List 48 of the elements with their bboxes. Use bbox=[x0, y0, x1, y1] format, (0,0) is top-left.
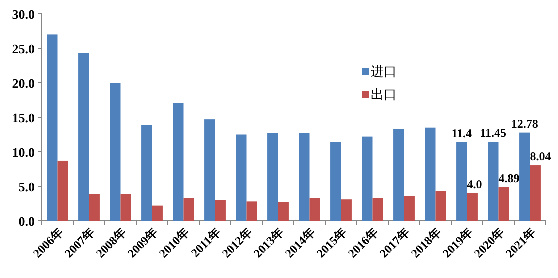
y-tick-label: 20.0 bbox=[12, 76, 35, 91]
bar bbox=[404, 196, 415, 221]
bar bbox=[520, 132, 530, 221]
bar bbox=[456, 142, 468, 221]
data-label: 11.4 bbox=[452, 126, 472, 140]
bar bbox=[184, 198, 194, 221]
bar bbox=[362, 136, 373, 221]
bar bbox=[310, 198, 320, 221]
bar bbox=[78, 53, 90, 221]
data-label: 4.0 bbox=[467, 177, 482, 192]
bar bbox=[467, 193, 478, 221]
y-tick-label: 5.0 bbox=[18, 180, 35, 194]
data-label: 11.45 bbox=[480, 126, 507, 140]
bar bbox=[299, 133, 310, 221]
bar bbox=[278, 202, 289, 221]
y-tick-label: 30.0 bbox=[12, 7, 35, 22]
bar bbox=[394, 129, 404, 221]
bar bbox=[341, 200, 352, 221]
bar bbox=[120, 194, 132, 221]
y-tick-label: 25.0 bbox=[12, 42, 35, 56]
y-tick-label: 0.0 bbox=[18, 214, 35, 229]
bar bbox=[488, 142, 499, 221]
bar bbox=[530, 166, 541, 221]
bar bbox=[236, 134, 247, 221]
legend-label: 进口 bbox=[371, 64, 397, 79]
bar bbox=[372, 198, 384, 221]
bar bbox=[246, 202, 258, 221]
bar bbox=[47, 34, 58, 221]
bar bbox=[58, 160, 68, 221]
x-tick-label: 2011年 bbox=[188, 225, 224, 260]
data-label: 8.04 bbox=[530, 150, 552, 164]
bar bbox=[436, 191, 446, 221]
bar bbox=[110, 83, 121, 221]
bar bbox=[142, 125, 152, 221]
bar bbox=[173, 103, 184, 221]
bar bbox=[89, 194, 100, 221]
bar bbox=[268, 133, 278, 221]
y-tick-label: 10.0 bbox=[12, 145, 35, 160]
bar bbox=[152, 206, 163, 221]
y-tick-label: 15.0 bbox=[12, 110, 35, 126]
bar bbox=[215, 200, 226, 221]
data-label: 4.89 bbox=[498, 171, 520, 186]
bar bbox=[330, 142, 342, 221]
bar bbox=[425, 128, 436, 221]
legend-label: 出口 bbox=[371, 87, 397, 102]
data-label: 12.78 bbox=[511, 116, 538, 131]
bar bbox=[204, 120, 216, 221]
bar bbox=[498, 187, 510, 221]
